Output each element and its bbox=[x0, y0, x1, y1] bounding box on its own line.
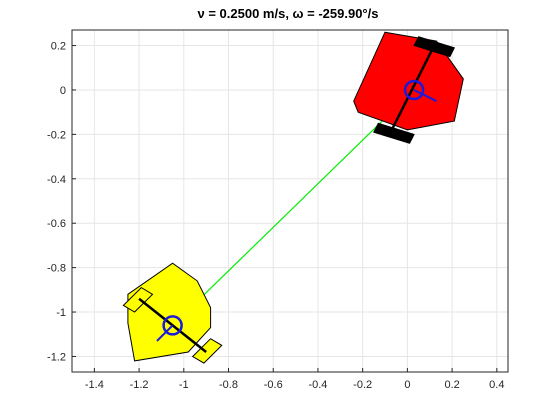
y-tick-label: -0.8 bbox=[47, 263, 66, 275]
x-tick-label: -0.8 bbox=[219, 379, 238, 391]
robot-wheel bbox=[191, 338, 223, 364]
robot-wheel bbox=[122, 286, 154, 313]
robot-heading bbox=[413, 89, 437, 102]
robot-1 bbox=[353, 31, 464, 144]
x-tick-label: -0.4 bbox=[308, 379, 327, 391]
x-tick-label: 0.4 bbox=[489, 379, 504, 391]
link-line bbox=[172, 89, 415, 326]
tick-layer: -1.4 -1.2 -1 -0.8 -0.6 -0.4 -0.2 0 0.2 0.4 0.2 0 -0.… bbox=[47, 41, 504, 391]
y-tick-label: -0.4 bbox=[47, 174, 66, 186]
x-tick-label: -0.6 bbox=[264, 379, 283, 391]
robot-center-marker bbox=[403, 79, 425, 101]
robot-center-marker bbox=[162, 315, 183, 336]
robot-axle bbox=[390, 49, 434, 131]
axes-box bbox=[71, 29, 509, 373]
y-tick-label: -0.6 bbox=[47, 218, 66, 230]
x-tick-label: -1 bbox=[179, 379, 189, 391]
robot-wheel bbox=[413, 36, 456, 58]
y-tick-label: 0 bbox=[60, 85, 66, 97]
grid-layer bbox=[72, 30, 508, 372]
x-tick-label: 0.2 bbox=[444, 379, 459, 391]
robot-2 bbox=[122, 262, 223, 364]
x-tick-label: -1.2 bbox=[130, 379, 149, 391]
y-tick-label: -0.2 bbox=[47, 129, 66, 141]
robot-body bbox=[127, 262, 212, 362]
x-tick-label: -1.4 bbox=[85, 379, 104, 391]
robots-layer bbox=[122, 31, 464, 364]
chart-title: ν = 0.2500 m/s, ω = -259.90°/s bbox=[198, 6, 379, 21]
y-tick-label: 0.2 bbox=[51, 41, 66, 53]
y-tick-label: -1 bbox=[56, 307, 66, 319]
x-tick-label: 0 bbox=[404, 379, 410, 391]
link-line-layer bbox=[172, 89, 415, 326]
y-tick-label: -1.2 bbox=[47, 351, 66, 363]
x-tick-label: -0.2 bbox=[353, 379, 372, 391]
robot-heading bbox=[156, 324, 174, 342]
robot-wheel bbox=[373, 122, 415, 144]
